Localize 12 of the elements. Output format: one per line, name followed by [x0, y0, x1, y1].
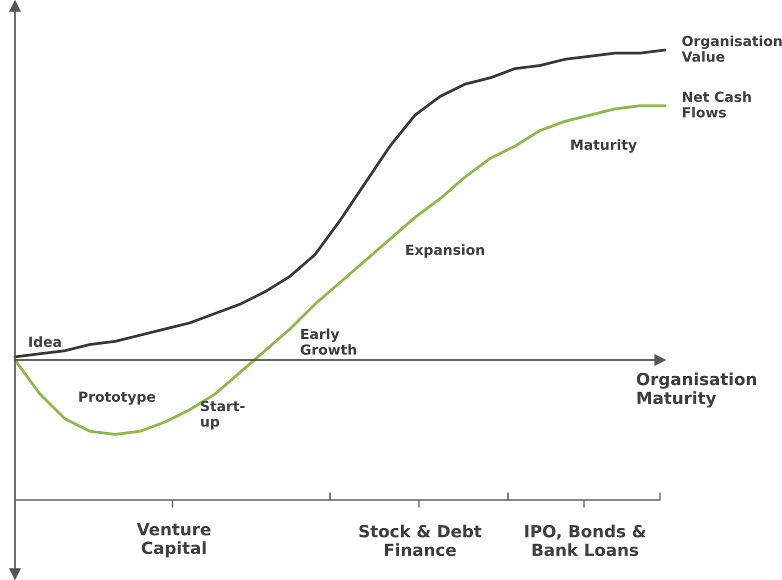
- series-label: Organisation Value: [682, 35, 782, 62]
- annotation: Maturity: [571, 139, 637, 153]
- series-label: Net Cash Flows: [682, 91, 751, 118]
- annotation: Start- up: [200, 400, 245, 430]
- text: Stock & Debt Finance: [359, 524, 482, 556]
- text: IPO, Bonds & Bank Loans: [525, 524, 646, 556]
- annotation: Early Growth: [300, 328, 356, 355]
- annotation: Idea: [29, 336, 61, 348]
- annotation: Expansion: [406, 244, 484, 258]
- x-axis-title: Organisation Maturity: [636, 372, 756, 408]
- text: Venture Capital: [136, 523, 210, 558]
- annotation: Prototype: [79, 392, 156, 405]
